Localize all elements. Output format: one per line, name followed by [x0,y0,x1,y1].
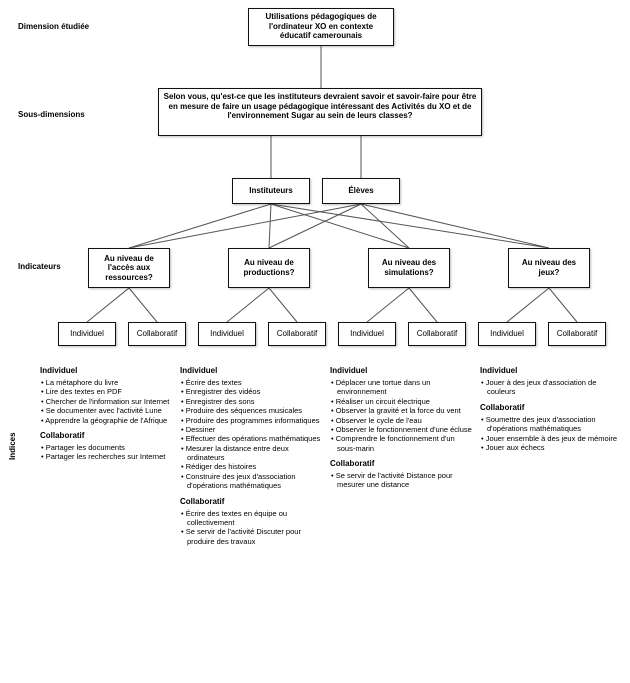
collab-list: Soumettre des jeux d'association d'opéra… [480,415,625,453]
instituteurs-box: Instituteurs [232,178,310,204]
leaf-collaboratif: Collaboratif [268,322,326,346]
list-item: Écrire des textes en équipe ou collectiv… [180,509,325,528]
list-item: Comprendre le fonctionnement d'un sous-m… [330,434,475,453]
list-item: Construire des jeux d'association d'opér… [180,472,325,491]
indices-column: IndividuelÉcrire des textesEnregistrer d… [180,360,325,550]
question-box: Selon vous, qu'est-ce que les instituteu… [158,88,482,136]
list-item: Lire des textes en PDF [40,387,185,396]
collab-list: Partager les documentsPartager les reche… [40,443,185,462]
indices-column: Individuel La métaphore du livreLire des … [40,360,185,466]
list-item: Mesurer la distance entre deux ordinateu… [180,444,325,463]
cat-simulations-box: Au niveau des simulations? [368,248,450,288]
eleves-box: Élèves [322,178,400,204]
list-item: Produire des séquences musicales [180,406,325,415]
indices-column: Individuel Déplacer une tortue dans un en… [330,360,475,494]
leaf-collaboratif: Collaboratif [408,322,466,346]
list-item: Enregistrer des sons [180,397,325,406]
title-box: Utilisations pédagogiques de l'ordinateu… [248,8,394,46]
list-item: Jouer aux échecs [480,443,625,452]
list-item: Jouer ensemble à des jeux de mémoire [480,434,625,443]
indiv-list: Écrire des textesEnregistrer des vidéosE… [180,378,325,491]
leaf-individuel: Individuel [58,322,116,346]
list-item: Rédiger des histoires [180,462,325,471]
list-item: Effectuer des opérations mathématiques [180,434,325,443]
indices-label: Indices [8,432,17,460]
indiv-heading: Individuel [180,366,325,376]
list-item: Partager les documents [40,443,185,452]
list-item: Réaliser un circuit électrique [330,397,475,406]
list-item: Soumettre des jeux d'association d'opéra… [480,415,625,434]
list-item: La métaphore du livre [40,378,185,387]
cat-ressources-box: Au niveau de l'accès aux ressources? [88,248,170,288]
list-item: Observer la gravité et la force du vent [330,406,475,415]
collab-list: Écrire des textes en équipe ou collectiv… [180,509,325,547]
collab-heading: Collaboratif [40,431,185,441]
indiv-heading: Individuel [330,366,475,376]
collab-list: Se servir de l'activité Distance pour me… [330,471,475,490]
collab-heading: Collaboratif [330,459,475,469]
leaf-individuel: Individuel [198,322,256,346]
list-item: Déplacer une tortue dans un environnemen… [330,378,475,397]
leaf-individuel: Individuel [478,322,536,346]
list-item: Apprendre la géographie de l'Afrique [40,416,185,425]
list-item: Jouer à des jeux d'association de couleu… [480,378,625,397]
indiv-list: La métaphore du livreLire des textes en … [40,378,185,425]
list-item: Produire des programmes informatiques [180,416,325,425]
list-item: Chercher de l'information sur Internet [40,397,185,406]
list-item: Observer le cycle de l'eau [330,416,475,425]
indiv-heading: Individuel [40,366,185,376]
list-item: Se servir de l'activité Discuter pour pr… [180,527,325,546]
collab-heading: Collaboratif [480,403,625,413]
leaf-collaboratif: Collaboratif [548,322,606,346]
subdimension-label: Sous-dimensions [18,110,85,119]
list-item: Se servir de l'activité Distance pour me… [330,471,475,490]
list-item: Observer le fonctionnement d'une écluse [330,425,475,434]
indiv-list: Déplacer une tortue dans un environnemen… [330,378,475,453]
list-item: Partager les recherches sur Internet [40,452,185,461]
cat-productions-box: Au niveau de productions? [228,248,310,288]
list-item: Écrire des textes [180,378,325,387]
list-item: Enregistrer des vidéos [180,387,325,396]
indices-column: Individuel Jouer à des jeux d'association… [480,360,625,456]
collab-heading: Collaboratif [180,497,325,507]
leaf-individuel: Individuel [338,322,396,346]
indicators-label: Indicateurs [18,262,61,271]
list-item: Dessiner [180,425,325,434]
leaf-collaboratif: Collaboratif [128,322,186,346]
cat-jeux-box: Au niveau des jeux? [508,248,590,288]
indiv-list: Jouer à des jeux d'association de couleu… [480,378,625,397]
indiv-heading: Individuel [480,366,625,376]
dimension-label: Dimension étudiée [18,22,89,31]
list-item: Se documenter avec l'activité Lune [40,406,185,415]
